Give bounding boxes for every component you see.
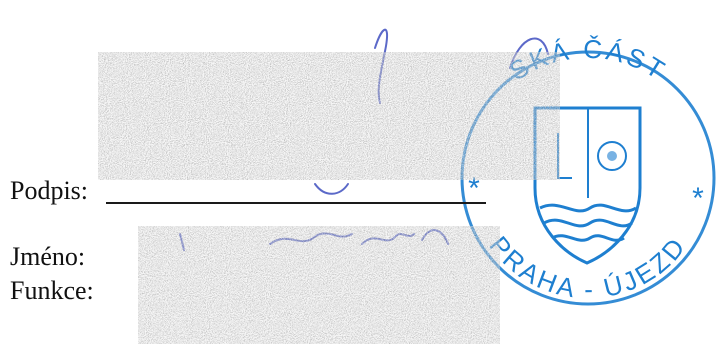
function-label: Funkce: [10, 276, 94, 305]
redacted-name-function [138, 226, 500, 344]
redacted-signature-area [98, 52, 560, 180]
stamp-star-left: * [468, 172, 480, 205]
stamp-star-right: * [692, 182, 704, 215]
stamp-bottom-text: PRAHA - ÚJEZD [484, 230, 693, 304]
name-label: Jméno: [10, 242, 86, 271]
signature-label: Podpis: [10, 176, 89, 205]
signature-line [106, 202, 486, 204]
